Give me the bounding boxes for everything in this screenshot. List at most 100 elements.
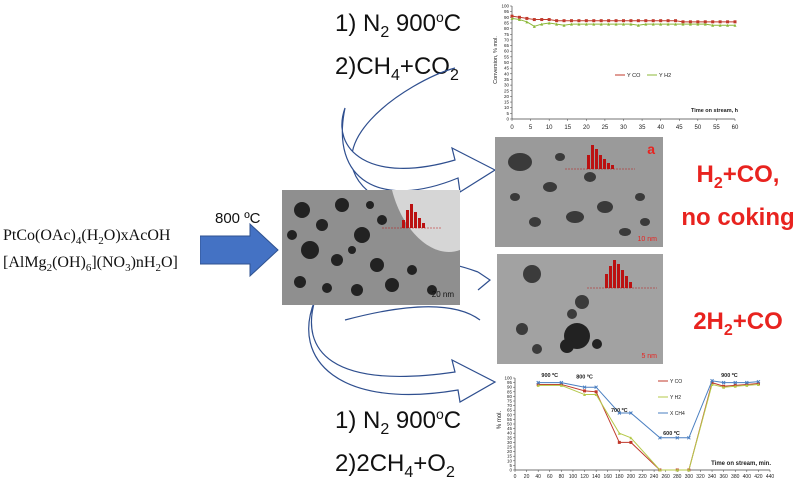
- y-tick-label: 85: [507, 389, 513, 394]
- x-tick-label: 60: [732, 125, 739, 131]
- y-tick-label: 30: [504, 83, 510, 88]
- data-point: [555, 19, 559, 23]
- x-tick-label: 40: [535, 474, 541, 480]
- result-bottom: 2H2+CO: [693, 308, 783, 339]
- x-tick-label: 15: [564, 125, 571, 131]
- y-tick-label: 15: [504, 100, 510, 105]
- x-tick-label: 240: [650, 474, 659, 480]
- data-point: [536, 383, 540, 387]
- data-point: [562, 19, 566, 23]
- tem-top-histogram: [587, 145, 614, 169]
- data-point: [651, 19, 655, 23]
- data-point: [540, 18, 544, 22]
- data-point: [555, 22, 559, 26]
- x-tick-label: 400: [743, 474, 752, 480]
- data-point: [711, 23, 715, 27]
- data-point: [681, 22, 685, 26]
- y-tick-label: 25: [507, 445, 513, 450]
- data-point: [659, 19, 663, 23]
- x-tick-label: 45: [676, 125, 683, 131]
- bottom-condition-line-1: 1) N2 900oC: [335, 406, 462, 438]
- y-tick-label: 10: [504, 105, 510, 110]
- y-tick-label: 40: [507, 431, 513, 436]
- precursor-line-1: PtCo(OAc)4(H2O)xAcOH: [3, 227, 171, 248]
- x-tick-label: 20: [583, 125, 590, 131]
- data-point: [592, 19, 596, 23]
- x-tick-label: 420: [754, 474, 763, 480]
- data-point: [756, 379, 761, 384]
- data-point: [718, 20, 722, 24]
- data-point: [594, 390, 598, 394]
- y-tick-label: 75: [507, 399, 513, 404]
- y-tick-label: 15: [507, 454, 513, 459]
- data-point: [617, 431, 621, 435]
- data-point: [536, 380, 541, 385]
- x-tick-label: 140: [592, 474, 601, 480]
- y-tick-label: 60: [507, 412, 513, 417]
- data-point: [510, 16, 514, 20]
- data-point: [517, 15, 521, 19]
- x-tick-label: 180: [615, 474, 624, 480]
- x-tick-label: 5: [529, 125, 533, 131]
- x-tick-label: 40: [657, 125, 664, 131]
- y-tick-label: 0: [506, 117, 509, 122]
- data-point: [569, 19, 573, 23]
- tem-image-top: a 10 nm: [495, 137, 663, 247]
- data-point: [559, 380, 564, 385]
- result-top-line-2: no coking: [681, 203, 795, 231]
- data-point: [703, 20, 707, 24]
- temperature-annotation: 600 ºC: [663, 431, 680, 437]
- x-tick-label: 35: [639, 125, 646, 131]
- x-axis-label: Time on stream, min.: [711, 461, 771, 467]
- y-tick-label: 40: [504, 71, 510, 76]
- legend-entry: Y CO: [670, 379, 682, 385]
- data-point: [599, 22, 603, 26]
- data-point: [644, 22, 648, 26]
- y-tick-label: 55: [507, 417, 513, 422]
- data-point: [532, 18, 536, 22]
- data-point: [696, 22, 700, 26]
- data-point: [675, 435, 680, 440]
- arrow-temperature-label: 800 ºC: [215, 210, 261, 227]
- x-tick-label: 0: [514, 474, 517, 480]
- curved-arrow-top: [341, 107, 497, 193]
- data-point: [577, 19, 581, 23]
- temperature-annotation: 800 ºC: [576, 375, 593, 381]
- data-point: [651, 22, 655, 26]
- data-point: [681, 20, 685, 24]
- curved-arrow-top-upper: [351, 67, 456, 201]
- tem-top-panel-label: a: [647, 141, 655, 157]
- data-point: [599, 19, 603, 23]
- y-tick-label: 45: [504, 66, 510, 71]
- data-point: [607, 19, 611, 23]
- result-top-line-1: H2+CO,: [696, 161, 780, 192]
- data-point: [525, 16, 529, 20]
- y-tick-label: 35: [507, 435, 513, 440]
- data-point: [674, 22, 678, 26]
- y-tick-label: 25: [504, 88, 510, 93]
- data-point: [726, 20, 730, 24]
- x-tick-label: 360: [719, 474, 728, 480]
- y-tick-label: 5: [509, 463, 512, 468]
- series-line: [538, 383, 759, 471]
- y-tick-label: 50: [507, 422, 513, 427]
- y-axis-label: % mol.: [497, 411, 503, 430]
- data-point: [644, 19, 648, 23]
- legend-entry: Y H2: [659, 73, 671, 79]
- data-point: [547, 21, 551, 25]
- top-conditions: 1) N2 900oC 2)CH4+CO2: [335, 0, 461, 93]
- data-point: [710, 381, 714, 385]
- x-tick-label: 100: [569, 474, 578, 480]
- y-tick-label: 80: [507, 394, 513, 399]
- temperature-annotation: 900 ºC: [541, 373, 558, 379]
- tem-center-histogram: [402, 204, 425, 228]
- tem-center-texture: [282, 190, 460, 305]
- data-point: [592, 22, 596, 26]
- series-line: [538, 380, 759, 439]
- data-point: [614, 22, 618, 26]
- data-point: [547, 18, 551, 22]
- x-tick-label: 50: [694, 125, 701, 131]
- data-point: [577, 22, 581, 26]
- data-point: [726, 23, 730, 27]
- x-tick-label: 0: [510, 125, 514, 131]
